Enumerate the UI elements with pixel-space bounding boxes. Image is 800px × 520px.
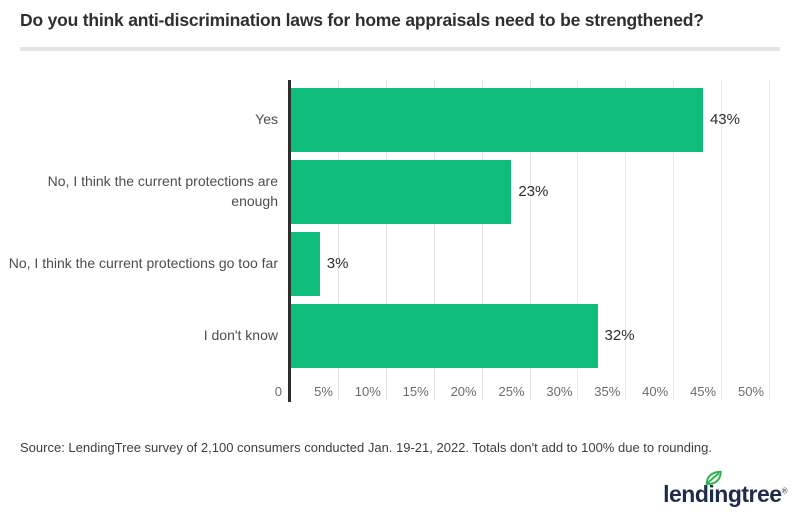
title-divider: [20, 47, 780, 51]
leaf-icon: [705, 470, 722, 485]
value-label: 32%: [604, 327, 635, 344]
x-tick-label: 25%: [498, 384, 525, 399]
x-tick-label: 5%: [314, 384, 333, 399]
x-tick-label: 35%: [594, 384, 621, 399]
category-label: I don't know: [203, 327, 278, 344]
gridline: [721, 80, 723, 400]
x-tick-label: 15%: [402, 384, 429, 399]
category-label: No, I think the current protections go t…: [8, 255, 278, 272]
x-tick-label: 10%: [354, 384, 381, 399]
bar: [291, 88, 703, 152]
value-label: 43%: [709, 111, 740, 128]
value-label: 3%: [326, 255, 349, 272]
x-tick-label: 20%: [450, 384, 477, 399]
category-label: Yes: [255, 111, 278, 128]
plot-area: 0 5% 10% 15% 20% 25% 30% 35% 40% 45% 50% Yes 43% No, …: [8, 80, 770, 402]
x-tick-label: 50%: [737, 384, 764, 399]
lendingtree-logo: lendingtree®: [647, 469, 788, 508]
gridline: [337, 80, 339, 400]
gridline: [529, 80, 531, 400]
gridline: [433, 80, 435, 400]
bar: [291, 304, 598, 368]
logo-wordmark: lendingtree: [663, 481, 782, 507]
gridline: [385, 80, 387, 400]
x-tick-label: 45%: [690, 384, 717, 399]
gridline: [769, 80, 770, 400]
gridline: [625, 80, 627, 400]
x-tick-label: 0: [274, 384, 282, 399]
registered-trademark: ®: [781, 486, 788, 496]
bar: [291, 232, 320, 296]
chart-title: Do you think anti-discrimination laws fo…: [20, 10, 704, 30]
bar: [291, 160, 512, 224]
x-tick-label: 30%: [546, 384, 573, 399]
x-tick-label: 40%: [642, 384, 669, 399]
gridline: [673, 80, 675, 400]
category-label: No, I think the current protections are …: [47, 173, 278, 209]
gridline: [481, 80, 483, 400]
y-axis-line: [288, 80, 291, 402]
value-label: 23%: [518, 183, 549, 200]
gridline: [577, 80, 579, 400]
source-note: Source: LendingTree survey of 2,100 cons…: [20, 440, 712, 455]
lendingtree-logo-text: lendingtree®: [663, 481, 787, 508]
